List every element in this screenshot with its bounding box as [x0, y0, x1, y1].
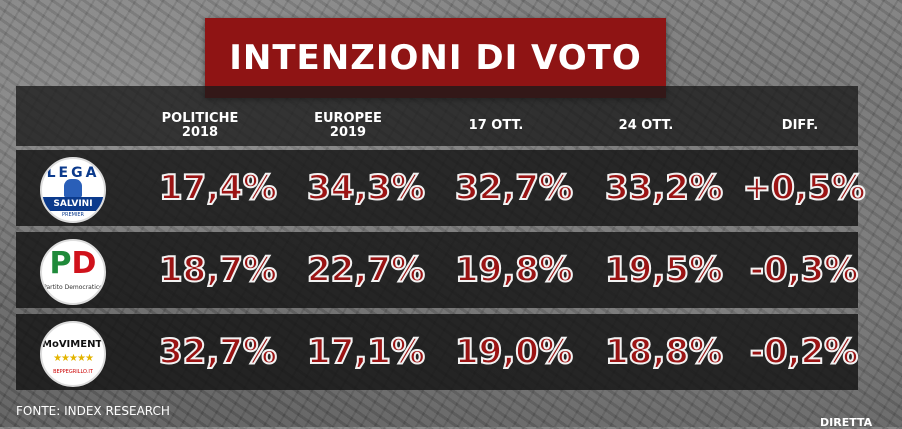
value-politiche-2018: 32,7%: [158, 331, 278, 373]
value-politiche-2018: 18,7%: [158, 249, 278, 291]
column-header-24-ott: 24 OTT.: [618, 118, 674, 133]
value-24-ott: 18,8%: [604, 331, 724, 373]
column-header-europee-2019: EUROPEE 2019: [314, 111, 382, 140]
lega-salvini-logo-icon: LEGA SALVINI PREMIER: [40, 157, 106, 223]
movimento-5-stelle-logo-icon: MoVIMENTO ★★★★★ BEPPEGRILLO.IT: [40, 321, 106, 387]
table-row: LEGA SALVINI PREMIER 17,4% 34,3% 32,7% 3…: [16, 150, 866, 226]
pd-logo-icon: PD Partito Democratico: [40, 239, 106, 305]
value-24-ott: 19,5%: [604, 249, 724, 291]
value-17-ott: 19,8%: [454, 249, 574, 291]
table-row: MoVIMENTO ★★★★★ BEPPEGRILLO.IT 32,7% 17,…: [16, 314, 859, 390]
column-header-diff: DIFF.: [781, 118, 819, 133]
table-row: PD Partito Democratico 18,7% 22,7% 19,8%…: [16, 232, 859, 308]
column-header-17-ott: 17 OTT.: [468, 118, 524, 133]
value-diff: -0,3%: [749, 249, 859, 291]
table-header: [16, 86, 858, 146]
live-label: DIRETTA: [820, 416, 873, 429]
value-diff: -0,2%: [749, 331, 859, 373]
value-politiche-2018: 17,4%: [158, 167, 278, 209]
value-17-ott: 32,7%: [454, 167, 574, 209]
value-diff: +0,5%: [742, 167, 867, 209]
value-europee-2019: 22,7%: [306, 249, 426, 291]
page-title: INTENZIONI DI VOTO: [229, 38, 642, 78]
title-banner: INTENZIONI DI VOTO: [205, 18, 666, 98]
column-header-politiche-2018: POLITICHE 2018: [161, 111, 239, 140]
value-europee-2019: 34,3%: [306, 167, 426, 209]
source-caption: FONTE: INDEX RESEARCH: [16, 404, 170, 418]
value-24-ott: 33,2%: [604, 167, 724, 209]
value-17-ott: 19,0%: [454, 331, 574, 373]
value-europee-2019: 17,1%: [306, 331, 426, 373]
